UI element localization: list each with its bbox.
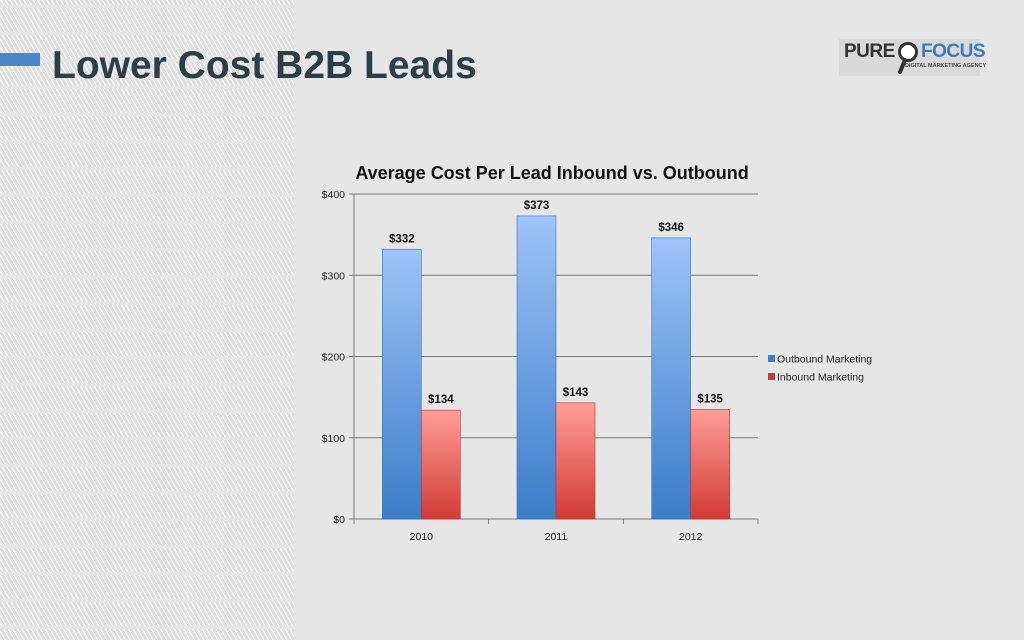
legend-label: Inbound Marketing <box>777 372 864 384</box>
background-gap <box>0 572 294 575</box>
background-gap <box>0 410 294 413</box>
background-gap <box>0 437 294 440</box>
data-label: $143 <box>563 387 589 399</box>
y-tick-label: $400 <box>322 189 346 201</box>
x-tick-label: 2010 <box>410 531 434 543</box>
background-gap <box>0 86 294 89</box>
bar-outbound <box>516 215 557 520</box>
background-gap <box>0 275 294 278</box>
background-gap <box>0 32 294 35</box>
background-gap <box>0 5 294 8</box>
hatched-background-panel <box>0 0 294 640</box>
background-gap <box>0 626 294 629</box>
magnifier-icon <box>898 42 918 74</box>
background-gap <box>0 464 294 467</box>
background-gap <box>0 140 294 143</box>
background-gap <box>0 302 294 305</box>
background-gap <box>0 545 294 548</box>
legend-label: Outbound Marketing <box>777 354 872 366</box>
bar-outbound <box>382 248 422 520</box>
company-logo: PURE FOCUS DIGITAL MARKETING AGENCY <box>839 39 986 76</box>
x-tick-label: 2012 <box>679 531 703 543</box>
chart-title: Average Cost Per Lead Inbound vs. Outbou… <box>355 163 748 183</box>
title-accent-bar <box>0 53 40 66</box>
background-gap <box>0 329 294 332</box>
y-tick-label: $200 <box>322 352 346 364</box>
background-gap <box>0 599 294 602</box>
logo-word-focus: FOCUS <box>921 41 986 62</box>
y-tick-label: $300 <box>322 270 346 282</box>
data-label: $346 <box>658 222 684 234</box>
background-gap <box>0 491 294 494</box>
background-gap <box>0 59 294 62</box>
data-label: $135 <box>697 393 723 405</box>
data-label: $373 <box>524 200 550 212</box>
data-label: $134 <box>428 394 454 406</box>
bar-outbound <box>651 237 691 520</box>
background-gap <box>0 518 294 521</box>
bar-inbound <box>421 409 461 520</box>
background-gap <box>0 356 294 359</box>
y-tick-label: $100 <box>322 433 346 445</box>
background-gap <box>0 248 294 251</box>
logo-word-pure: PURE <box>844 41 895 62</box>
x-tick-label: 2011 <box>545 531 568 543</box>
legend-swatch <box>768 373 775 380</box>
background-gap <box>0 194 294 197</box>
background-gap <box>0 383 294 386</box>
background-gap <box>0 113 294 116</box>
background-gap <box>0 167 294 170</box>
logo-tagline: DIGITAL MARKETING AGENCY <box>905 63 987 69</box>
background-gap <box>0 221 294 224</box>
bar-inbound <box>690 409 730 520</box>
y-tick-label: $0 <box>333 514 345 526</box>
legend-swatch <box>768 355 775 362</box>
data-label: $332 <box>389 233 415 245</box>
bar-inbound <box>555 402 596 520</box>
slide-title: Lower Cost B2B Leads <box>52 44 477 87</box>
